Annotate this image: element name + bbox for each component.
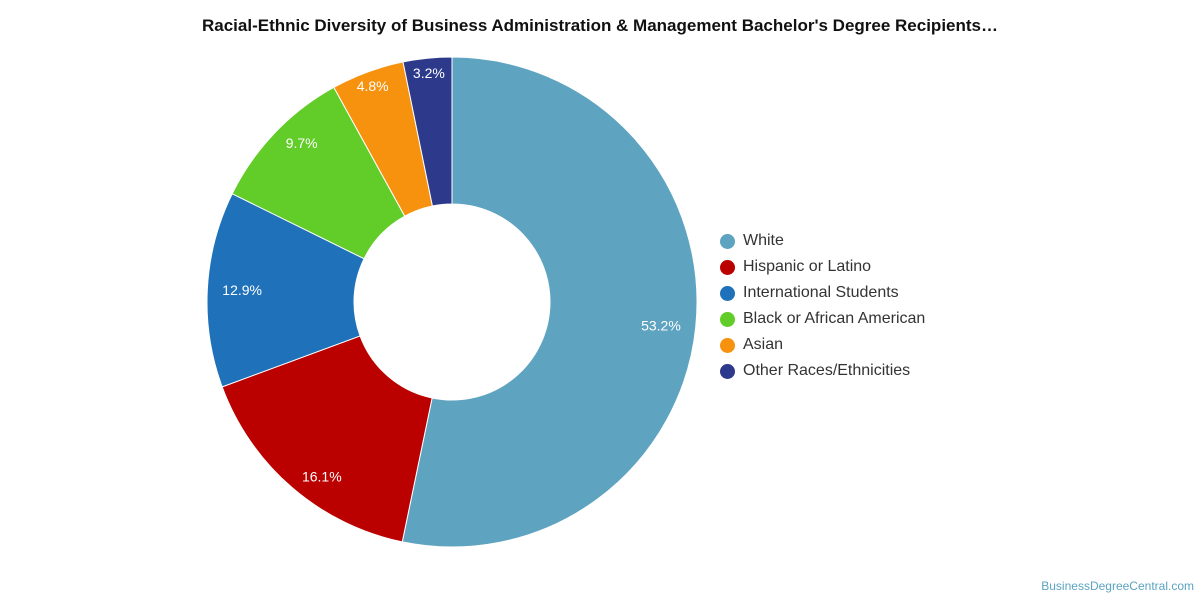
slice-label-asian: 4.8% [357,78,389,94]
legend-item-other-races-ethnicities[interactable]: Other Races/Ethnicities [720,358,925,384]
legend-dot-icon [720,363,735,379]
slice-label-other-races-ethnicities: 3.2% [413,65,445,81]
slice-label-international-students: 12.9% [222,282,262,298]
legend: White Hispanic or Latino International Stu… [720,228,925,384]
slice-hispanic-or-latino[interactable] [221,335,433,543]
legend-item-asian[interactable]: Asian [720,332,925,358]
legend-dot-icon [720,233,735,249]
legend-label: Black or African American [743,310,926,327]
legend-dot-icon [720,311,735,327]
chart-title: Racial-Ethnic Diversity of Business Admi… [201,16,998,35]
slice-other-races-ethnicities[interactable] [402,56,453,207]
legend-item-white[interactable]: White [720,228,925,254]
legend-label: Hispanic or Latino [743,258,872,275]
donut-slices [206,56,698,548]
legend-label: Other Races/Ethnicities [743,362,911,379]
slice-label-black-or-african-american: 9.7% [286,135,318,151]
legend-item-black-or-african-american[interactable]: Black or African American [720,306,925,332]
legend-item-international-students[interactable]: International Students [720,280,925,306]
legend-label: Asian [743,336,784,353]
slice-label-hispanic-or-latino: 16.1% [302,468,342,484]
legend-label: White [743,232,784,249]
legend-dot-icon [720,259,735,275]
slice-labels: 53.2% 16.1% 12.9% 9.7% 4.8% 3.2% [222,65,680,484]
legend-label: International Students [743,284,899,301]
legend-dot-icon [720,285,735,301]
legend-dot-icon [720,337,735,353]
source-credit[interactable]: BusinessDegreeCentral.com [1041,579,1194,593]
slice-international-students[interactable] [206,193,365,388]
legend-item-hispanic-or-latino[interactable]: Hispanic or Latino [720,254,925,280]
slice-white[interactable] [401,56,698,548]
slice-label-white: 53.2% [641,317,681,333]
